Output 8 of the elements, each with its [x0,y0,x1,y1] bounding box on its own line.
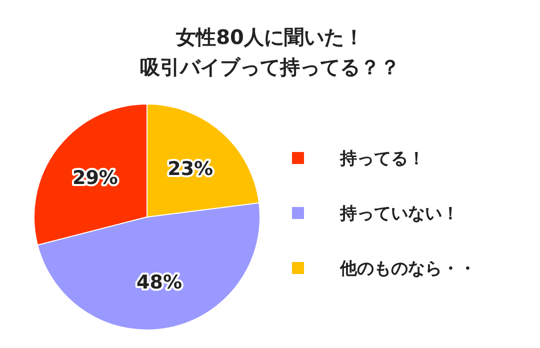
chart-title: 女性80人に聞いた！ [175,25,364,49]
data-label: 48% [136,271,182,294]
legend-label: 持っていない！ [339,204,459,224]
legend-label: 持ってる！ [339,149,425,169]
chart-subtitle: 吸引バイブって持ってる？？ [140,55,400,79]
data-label: 23% [168,158,214,180]
legend-label: 他のものなら・・ [339,259,476,279]
data-label: 29% [72,166,118,189]
